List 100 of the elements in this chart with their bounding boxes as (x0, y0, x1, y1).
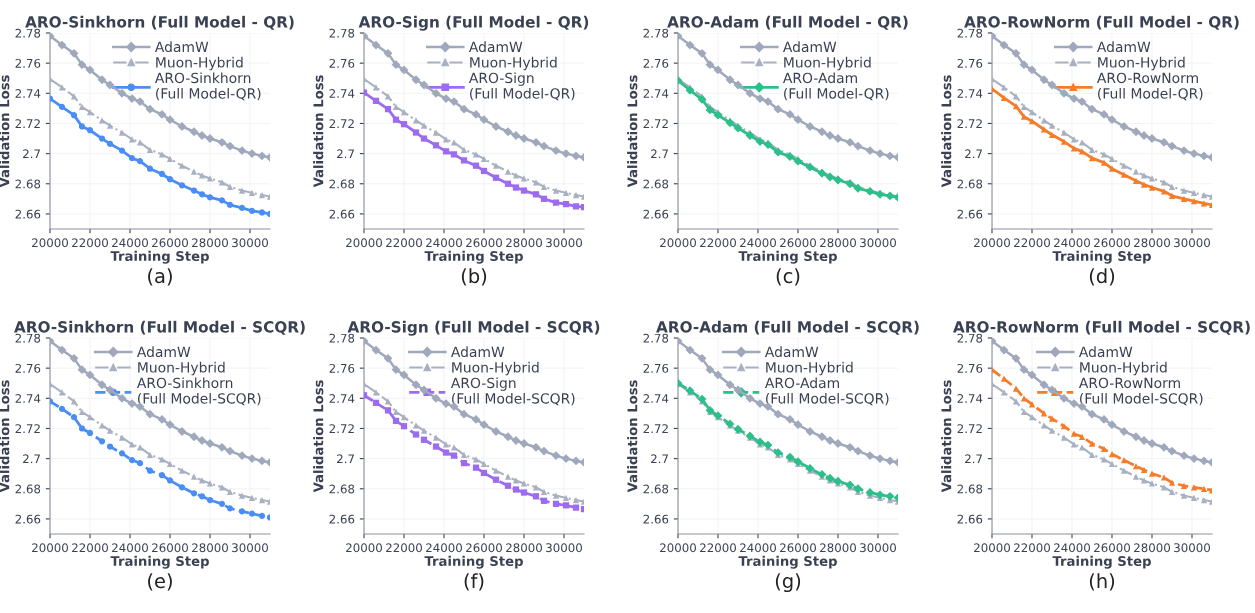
y-tick-label: 2.66 (15, 514, 41, 524)
x-tick-label: 28000 (820, 238, 856, 248)
legend-label: Muon-Hybrid (1098, 56, 1185, 71)
point (105, 80, 115, 90)
point (58, 389, 66, 396)
point (492, 476, 500, 483)
point (432, 434, 440, 441)
point (400, 414, 408, 421)
point (258, 512, 266, 520)
legend-label: AdamW (1096, 41, 1151, 53)
point (472, 162, 480, 169)
legend-label: AdamW (468, 41, 523, 53)
point (238, 204, 246, 212)
point (1048, 122, 1056, 129)
point (78, 425, 86, 432)
point (86, 109, 94, 116)
point (206, 194, 214, 201)
point (697, 394, 707, 404)
point (480, 460, 488, 468)
y-tick-label: 2.76 (957, 363, 983, 373)
point (705, 60, 715, 70)
point (480, 469, 488, 477)
point (512, 184, 520, 191)
point (773, 409, 783, 419)
point (773, 104, 783, 114)
point (420, 427, 428, 434)
y-tick-label: 2.78 (15, 333, 41, 343)
point (258, 191, 266, 199)
point (178, 467, 186, 474)
y-tick-label: 2.74 (15, 394, 41, 403)
point (128, 441, 136, 448)
point (562, 201, 570, 208)
point (1039, 75, 1049, 85)
point (472, 456, 480, 463)
legend-label: Muon-Hybrid (470, 56, 557, 71)
point (1048, 427, 1056, 434)
x-tick-label: 30000 (860, 238, 896, 248)
point (1012, 93, 1020, 100)
point (1108, 460, 1116, 468)
point (432, 142, 440, 149)
point (1131, 432, 1141, 442)
point (1027, 65, 1037, 75)
point (572, 203, 580, 210)
point (1077, 97, 1087, 107)
point (713, 110, 723, 120)
point (178, 484, 186, 491)
point (875, 490, 885, 500)
y-tick-label: 2.74 (643, 89, 669, 98)
point (248, 189, 256, 196)
legend-label: Muon-Hybrid (452, 361, 539, 376)
point (713, 370, 723, 380)
y-tick-label: 2.66 (329, 514, 355, 524)
point (383, 353, 393, 363)
point (1140, 172, 1148, 179)
point (552, 199, 560, 206)
point (755, 437, 765, 447)
point (1167, 141, 1177, 151)
point (1078, 148, 1086, 155)
point (1108, 165, 1116, 172)
point (136, 139, 144, 146)
point (178, 182, 186, 189)
x-tick-label: 30000 (860, 543, 896, 553)
y-tick-label: 2.76 (643, 363, 669, 373)
legend-label: Muon-Hybrid (1080, 361, 1167, 376)
point (1000, 84, 1008, 91)
y-tick-label: 2.66 (957, 209, 983, 219)
point (685, 40, 695, 50)
point (58, 103, 66, 110)
point (117, 88, 127, 98)
point (218, 197, 226, 204)
point (247, 149, 257, 159)
point (1167, 446, 1177, 456)
point (1179, 451, 1189, 461)
point (85, 370, 95, 380)
point (384, 106, 392, 113)
point (450, 151, 458, 158)
point (86, 127, 94, 134)
x-tick-label: 20000 (660, 543, 696, 553)
x-tick-label: 24000 (740, 238, 776, 248)
point (432, 443, 440, 450)
point (1060, 138, 1068, 145)
point (158, 170, 166, 178)
point (875, 149, 885, 159)
point (419, 80, 429, 90)
x-tick-label: 28000 (1134, 543, 1170, 553)
x-tick-label: 22000 (1014, 238, 1050, 248)
point (238, 508, 246, 515)
point (875, 454, 885, 464)
point (845, 137, 855, 147)
point (1060, 129, 1068, 136)
y-tick-label: 2.76 (643, 58, 669, 68)
point (419, 385, 429, 395)
point (1020, 395, 1028, 402)
x-tick-label: 30000 (232, 543, 268, 553)
x-tick-label: 26000 (1094, 543, 1130, 553)
point (1179, 146, 1189, 156)
x-tick-label: 30000 (1174, 238, 1210, 248)
y-tick-label: 2.72 (15, 424, 40, 433)
point (512, 486, 520, 493)
y-tick-label: 2.66 (643, 209, 669, 219)
